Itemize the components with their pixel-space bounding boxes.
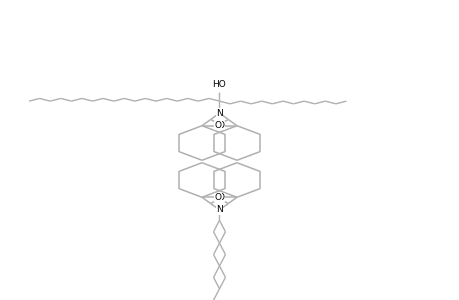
Text: N: N <box>216 109 223 118</box>
Text: O: O <box>217 193 224 202</box>
Text: O: O <box>217 121 224 130</box>
Text: HO: HO <box>212 80 226 89</box>
Text: O: O <box>214 193 221 202</box>
Text: N: N <box>216 206 223 214</box>
Text: O: O <box>214 121 221 130</box>
